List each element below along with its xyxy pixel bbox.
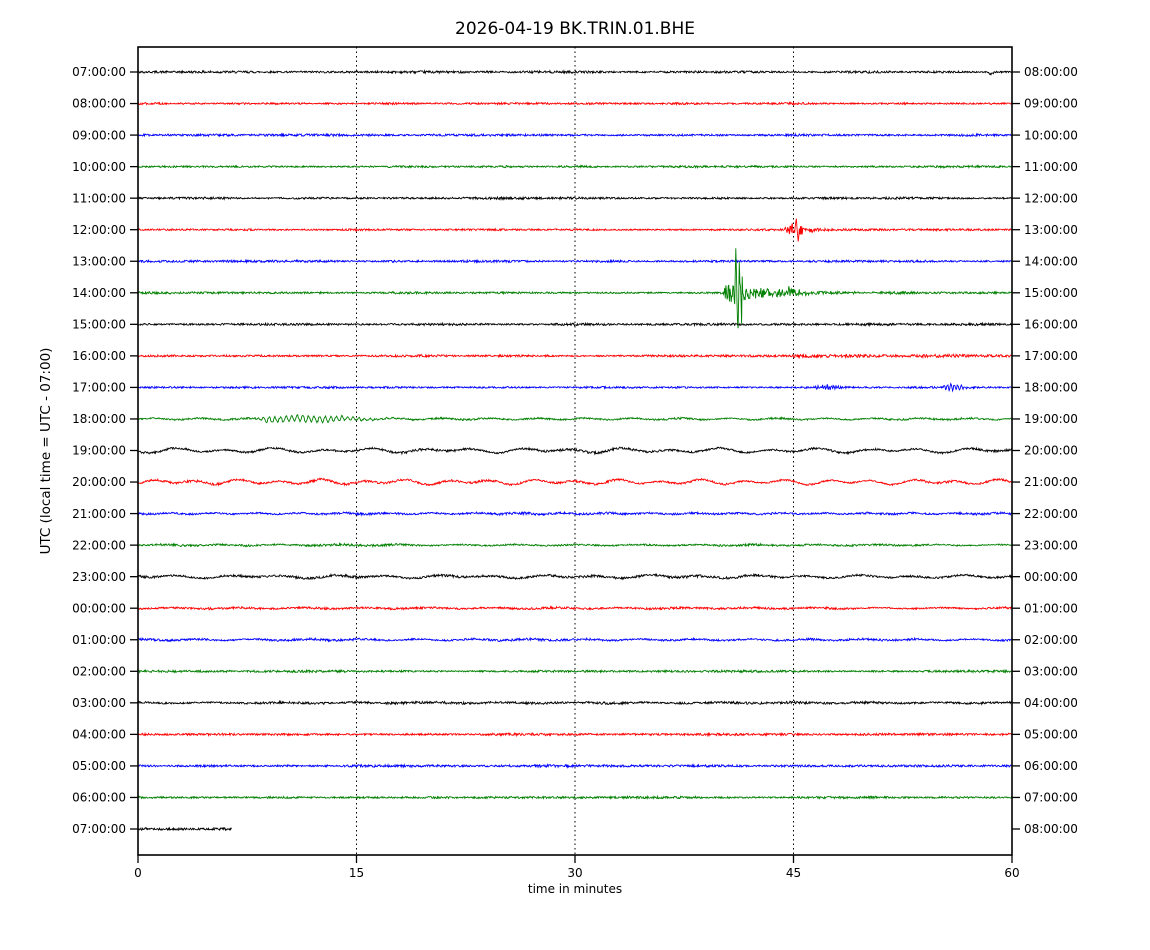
trace-line-20:00: [137, 477, 1013, 487]
left-time-label: 11:00:00: [72, 191, 126, 205]
trace-line-12:00: [137, 218, 1013, 242]
trace-line-11:00: [137, 195, 1013, 202]
trace-line-13:00: [137, 258, 1013, 265]
right-time-label: 00:00:00: [1024, 570, 1078, 584]
left-time-label: 14:00:00: [72, 286, 126, 300]
trace-line-18:00: [138, 413, 1013, 424]
trace-line-10:00: [137, 164, 1013, 170]
right-time-label: 16:00:00: [1024, 318, 1078, 332]
left-time-label: 15:00:00: [72, 318, 126, 332]
right-time-label: 05:00:00: [1024, 728, 1078, 742]
trace-line-05:00: [137, 763, 1013, 769]
trace-line-02:00: [137, 668, 1013, 674]
right-time-label: 15:00:00: [1024, 286, 1078, 300]
right-time-label: 08:00:00: [1024, 822, 1078, 836]
trace-line-22:00: [137, 541, 1013, 549]
right-time-label: 06:00:00: [1024, 759, 1078, 773]
x-tick-label: 15: [349, 866, 364, 880]
trace-line-17:00: [137, 382, 1013, 393]
x-tick-label: 45: [786, 866, 801, 880]
right-time-label: 11:00:00: [1024, 160, 1078, 174]
left-time-label: 08:00:00: [72, 97, 126, 111]
right-time-label: 08:00:00: [1024, 65, 1078, 79]
right-time-label: 04:00:00: [1024, 696, 1078, 710]
left-time-label: 20:00:00: [72, 475, 126, 489]
left-time-label: 02:00:00: [72, 664, 126, 678]
left-time-label: 18:00:00: [72, 412, 126, 426]
right-time-label: 07:00:00: [1024, 791, 1078, 805]
trace-line-00:00: [137, 605, 1013, 611]
left-time-label: 06:00:00: [72, 791, 126, 805]
left-time-label: 21:00:00: [72, 507, 126, 521]
right-time-label: 21:00:00: [1024, 475, 1078, 489]
x-tick-label: 30: [567, 866, 582, 880]
right-time-label: 19:00:00: [1024, 412, 1078, 426]
left-time-label: 13:00:00: [72, 254, 126, 268]
trace-line-06:00: [137, 794, 1013, 800]
trace-line-07:00: [137, 826, 232, 832]
right-time-label: 03:00:00: [1024, 664, 1078, 678]
right-time-label: 02:00:00: [1024, 633, 1078, 647]
left-time-label: 19:00:00: [72, 444, 126, 458]
right-time-label: 23:00:00: [1024, 538, 1078, 552]
left-time-label: 09:00:00: [72, 128, 126, 142]
right-time-label: 14:00:00: [1024, 254, 1078, 268]
left-time-label: 00:00:00: [72, 601, 126, 615]
x-tick-label: 60: [1004, 866, 1019, 880]
left-time-label: 22:00:00: [72, 538, 126, 552]
y-axis-label: UTC (local time = UTC - 07:00): [38, 347, 54, 555]
trace-line-03:00: [137, 699, 1013, 706]
x-axis-label: time in minutes: [527, 882, 623, 896]
trace-line-19:00: [137, 446, 1013, 456]
right-time-label: 22:00:00: [1024, 507, 1078, 521]
chart-title: 2026-04-19 BK.TRIN.01.BHE: [455, 19, 695, 39]
trace-line-09:00: [137, 132, 1013, 138]
trace-line-23:00: [137, 572, 1013, 581]
left-time-label: 10:00:00: [72, 160, 126, 174]
right-time-label: 09:00:00: [1024, 97, 1078, 111]
left-time-label: 05:00:00: [72, 759, 126, 773]
left-time-label: 04:00:00: [72, 728, 126, 742]
trace-line-07:00: [137, 69, 1013, 76]
left-time-label: 03:00:00: [72, 696, 126, 710]
trace-line-08:00: [137, 100, 1013, 106]
left-time-label: 12:00:00: [72, 223, 126, 237]
left-time-label: 07:00:00: [72, 65, 126, 79]
trace-line-16:00: [137, 353, 1013, 360]
left-time-label: 16:00:00: [72, 349, 126, 363]
left-time-label: 23:00:00: [72, 570, 126, 584]
left-time-label: 07:00:00: [72, 822, 126, 836]
right-time-label: 18:00:00: [1024, 381, 1078, 395]
right-time-label: 01:00:00: [1024, 601, 1078, 615]
trace-line-04:00: [137, 731, 1013, 738]
trace-line-01:00: [137, 636, 1013, 643]
trace-line-14:00: [137, 248, 1013, 329]
left-time-label: 01:00:00: [72, 633, 126, 647]
right-time-label: 13:00:00: [1024, 223, 1078, 237]
trace-line-21:00: [137, 510, 1013, 517]
trace-line-15:00: [137, 321, 1013, 328]
right-time-label: 20:00:00: [1024, 444, 1078, 458]
right-time-label: 12:00:00: [1024, 191, 1078, 205]
right-time-label: 10:00:00: [1024, 128, 1078, 142]
x-tick-label: 0: [134, 866, 142, 880]
right-time-label: 17:00:00: [1024, 349, 1078, 363]
left-time-label: 17:00:00: [72, 381, 126, 395]
